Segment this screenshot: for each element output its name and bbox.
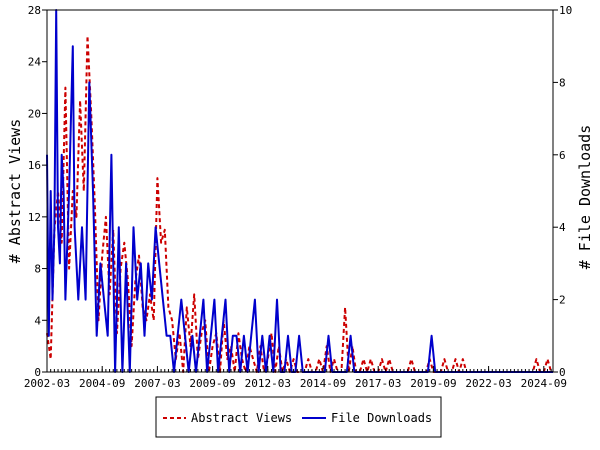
x-tick-label: 2012-03 — [245, 377, 291, 390]
left-axis-title: # Abstract Views — [6, 119, 24, 264]
x-tick-label: 2004-09 — [79, 377, 125, 390]
x-tick-label: 2019-09 — [410, 377, 456, 390]
left-y-tick-label: 20 — [28, 107, 41, 120]
left-y-tick-label: 0 — [34, 366, 41, 379]
left-y-tick-label: 24 — [28, 56, 42, 69]
legend-label-abstract-views: Abstract Views — [191, 411, 292, 425]
left-y-tick-label: 12 — [28, 211, 41, 224]
plot-content — [46, 9, 553, 373]
right-y-tick-label: 10 — [559, 4, 572, 17]
right-axis-title: # File Downloads — [576, 125, 594, 270]
legend-label-file-downloads: File Downloads — [331, 411, 432, 425]
x-tick-label: 2014-09 — [300, 377, 346, 390]
axes: 2002-03 2004-09 2007-03 2009-09 2012-03 2014-… — [24, 4, 572, 390]
plot-frame — [46, 9, 554, 373]
right-y-tick-label: 2 — [559, 294, 566, 307]
x-tick-label: 2024-09 — [521, 377, 567, 390]
series-line-abstract-views — [46, 34, 553, 373]
legend: Abstract Views File Downloads — [155, 396, 442, 438]
legend-box — [155, 396, 442, 438]
series-line-file-downloads — [46, 9, 553, 373]
right-y-tick-label: 8 — [559, 76, 566, 89]
left-y-tick-label: 8 — [34, 263, 41, 276]
left-y-tick-label: 28 — [28, 4, 41, 17]
left-y-tick-label: 16 — [28, 159, 41, 172]
x-tick-label: 2022-03 — [465, 377, 511, 390]
x-tick-label: 2007-03 — [134, 377, 180, 390]
x-tick-label: 2009-09 — [189, 377, 235, 390]
right-y-tick-label: 0 — [559, 366, 566, 379]
right-y-tick-label: 4 — [559, 221, 566, 234]
left-y-tick-label: 4 — [34, 314, 41, 327]
right-y-tick-label: 6 — [559, 149, 566, 162]
x-tick-label: 2017-03 — [355, 377, 401, 390]
x-tick-label: 2002-03 — [24, 377, 70, 390]
